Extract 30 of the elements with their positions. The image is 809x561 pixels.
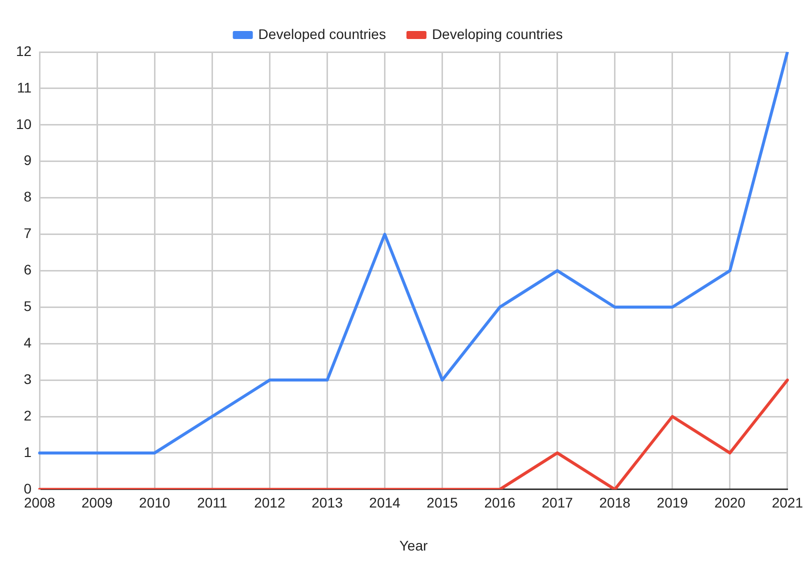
legend-label: Developing countries [432, 26, 563, 42]
y-tick-label: 8 [24, 188, 32, 205]
x-axis-title: Year [399, 537, 428, 554]
y-tick-label: 2 [24, 407, 32, 424]
y-tick-label: 9 [24, 152, 32, 168]
x-tick-label: 2014 [369, 494, 401, 511]
x-tick-label: 2008 [24, 494, 56, 511]
x-tick-label: 2011 [197, 494, 228, 511]
x-tick-label: 2020 [714, 494, 746, 511]
x-tick-label: 2010 [139, 494, 170, 511]
x-tick-label: 2012 [254, 494, 286, 511]
x-tick-label: 2018 [599, 494, 631, 511]
y-tick-label: 5 [24, 298, 32, 314]
x-tick-label: 2013 [312, 494, 343, 511]
x-tick-label: 2016 [484, 494, 516, 511]
y-tick-label: 7 [24, 225, 32, 242]
x-tick-label: 2017 [542, 494, 574, 511]
x-tick-label: 2015 [426, 494, 458, 511]
legend-label: Developed countries [258, 26, 386, 42]
y-tick-label: 6 [24, 262, 32, 278]
x-tick-label: 2019 [656, 494, 688, 511]
x-tick-label: 2021 [772, 494, 804, 511]
y-tick-label: 0 [24, 480, 32, 496]
y-tick-label: 12 [16, 42, 32, 59]
y-tick-label: 3 [24, 370, 32, 387]
y-tick-label: 1 [24, 444, 32, 460]
y-tick-label: 11 [17, 79, 32, 96]
y-tick-label: 4 [24, 334, 32, 350]
y-tick-label: 10 [16, 116, 32, 132]
x-tick-label: 2009 [82, 494, 113, 511]
